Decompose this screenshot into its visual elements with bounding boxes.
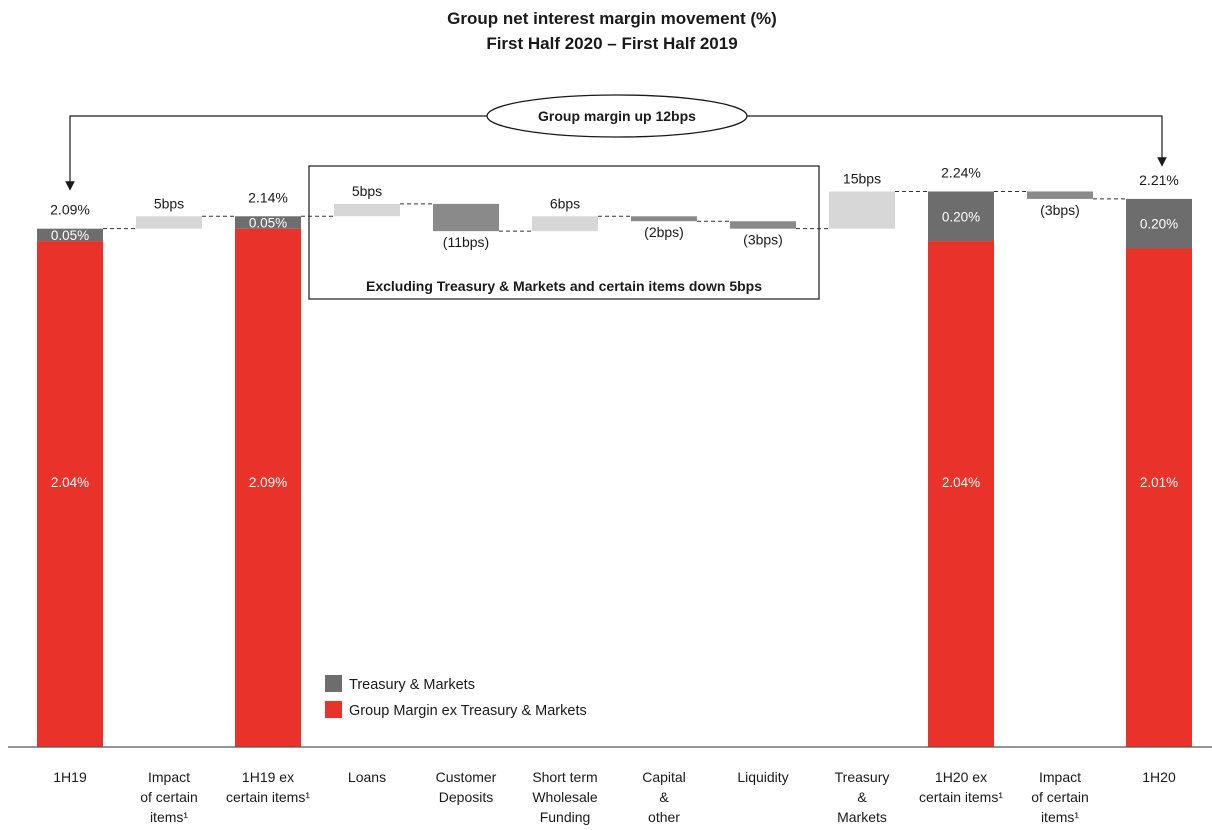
bar-delta-treasury-markets-8 xyxy=(829,191,895,229)
bar-base-1h19-0 xyxy=(37,241,103,747)
bar-delta-impact-of-certain-items-10 xyxy=(1027,191,1093,199)
label-delta-short-term-wholesale-funding-5: 6bps xyxy=(550,195,580,211)
bar-base-1h20-ex-certain-items-9 xyxy=(928,241,994,747)
bar-treasury-1h19-ex-certain-items-2 xyxy=(235,216,301,229)
label-base-1h20-ex-certain-items-9: 2.04% xyxy=(942,475,980,490)
legend-swatch-group-margin xyxy=(325,701,342,718)
callout-text: Group margin up 12bps xyxy=(538,108,696,124)
label-delta-impact-of-certain-items-10: (3bps) xyxy=(1040,202,1080,218)
tick-label-short-term-wholesale-funding-5: Short term Wholesale Funding xyxy=(532,769,598,825)
label-delta-treasury-markets-8: 15bps xyxy=(843,170,881,186)
label-delta-impact-of-certain-items-1: 5bps xyxy=(154,195,184,211)
label-treasury-1h19-0: 0.05% xyxy=(51,228,89,243)
tick-label-impact-of-certain-items-1: Impact of certain items¹ xyxy=(140,769,198,825)
callout-arrow-right xyxy=(747,115,1167,167)
tick-label-loans-3: Loans xyxy=(348,769,386,785)
legend-swatch-treasury xyxy=(325,675,342,692)
tick-label-impact-of-certain-items-10: Impact of certain items¹ xyxy=(1031,769,1089,825)
label-base-1h19-ex-certain-items-2: 2.09% xyxy=(249,475,287,490)
label-treasury-1h20-ex-certain-items-9: 0.20% xyxy=(942,209,980,224)
bar-treasury-1h20-ex-certain-items-9 xyxy=(928,191,994,242)
box-annotation: Excluding Treasury & Markets and certain… xyxy=(366,278,762,294)
tick-label-customer-deposits-4: Customer Deposits xyxy=(436,769,497,805)
bar-base-1h20-11 xyxy=(1126,248,1192,747)
bar-delta-short-term-wholesale-funding-5 xyxy=(532,216,598,232)
label-base-1h20-11: 2.01% xyxy=(1140,475,1178,490)
box-frame xyxy=(308,165,820,300)
label-delta-capital-other-6: (2bps) xyxy=(644,224,684,240)
tick-label-1h19-ex-certain-items-2: 1H19 ex certain items¹ xyxy=(226,769,310,805)
label-delta-liquidity-7: (3bps) xyxy=(743,232,783,248)
bar-treasury-1h19-0 xyxy=(37,228,103,242)
label-total-1h19-ex-certain-items-2: 2.14% xyxy=(248,189,288,205)
bar-delta-liquidity-7 xyxy=(730,221,796,229)
bar-treasury-1h20-11 xyxy=(1126,198,1192,249)
label-base-1h19-0: 2.04% xyxy=(51,475,89,490)
tick-label-1h19-0: 1H19 xyxy=(53,769,87,785)
bar-delta-loans-3 xyxy=(334,203,400,217)
legend-label-group-margin: Group Margin ex Treasury & Markets xyxy=(349,703,587,719)
legend-label-treasury: Treasury & Markets xyxy=(349,677,475,693)
label-total-1h20-11: 2.21% xyxy=(1139,172,1179,188)
callout-arrow-left xyxy=(65,115,487,191)
excluding-treasury-box: Excluding Treasury & Markets and certain… xyxy=(308,165,820,300)
bar-delta-customer-deposits-4 xyxy=(433,203,499,232)
tick-label-capital-other-6: Capital & other xyxy=(642,769,686,825)
tick-label-1h20-11: 1H20 xyxy=(1142,769,1176,785)
chart-title: Group net interest margin movement (%) xyxy=(447,9,777,28)
tick-label-liquidity-7: Liquidity xyxy=(737,769,788,785)
label-total-1h19-0: 2.09% xyxy=(50,202,90,218)
label-treasury-1h19-ex-certain-items-2: 0.05% xyxy=(249,215,287,230)
chart-subtitle: First Half 2020 – First Half 2019 xyxy=(486,34,737,53)
margin-callout: Group margin up 12bps xyxy=(65,94,1167,191)
label-delta-customer-deposits-4: (11bps) xyxy=(443,234,489,250)
legend: Treasury & Markets Group Margin ex Treas… xyxy=(325,675,587,719)
label-delta-loans-3: 5bps xyxy=(352,183,382,199)
tick-label-1h20-ex-certain-items-9: 1H20 ex certain items¹ xyxy=(919,769,1003,805)
bar-delta-impact-of-certain-items-1 xyxy=(136,216,202,229)
label-total-1h20-ex-certain-items-9: 2.24% xyxy=(941,164,981,180)
bar-delta-capital-other-6 xyxy=(631,216,697,222)
bar-base-1h19-ex-certain-items-2 xyxy=(235,228,301,747)
label-treasury-1h20-11: 0.20% xyxy=(1140,217,1178,232)
tick-label-treasury-markets-8: Treasury & Markets xyxy=(835,769,890,825)
